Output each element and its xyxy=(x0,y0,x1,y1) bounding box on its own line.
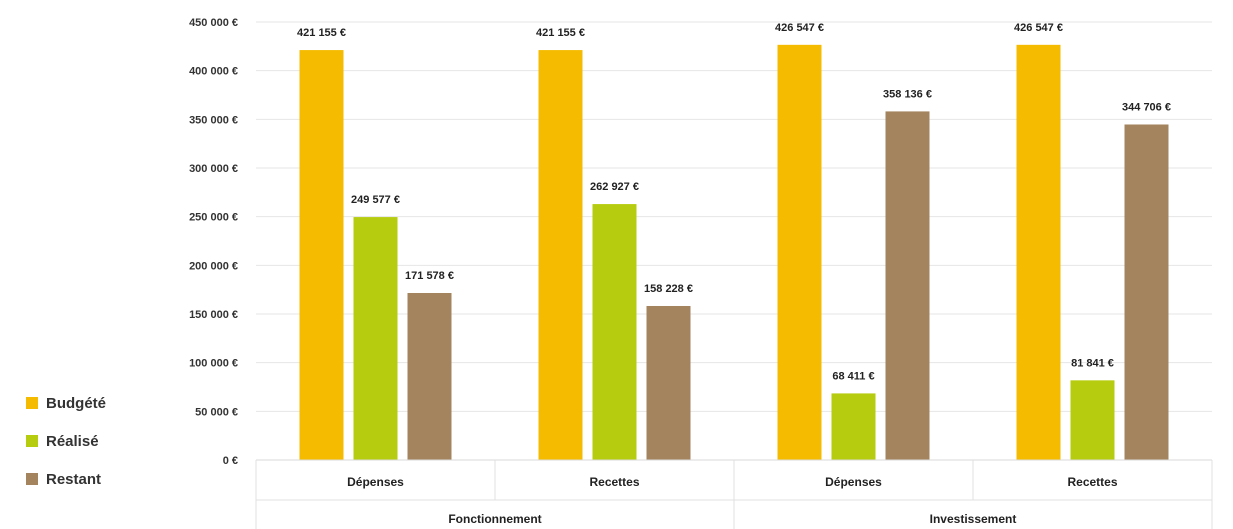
x-tick-label: Recettes xyxy=(1067,475,1117,489)
x-group-label: Investissement xyxy=(930,512,1017,526)
legend-swatch-realise xyxy=(26,435,38,447)
data-labels: 421 155 € 421 155 € 426 547 € 426 547 € 249 … xyxy=(297,22,1171,383)
data-label: 171 578 € xyxy=(405,270,454,282)
y-tick-label: 250 000 € xyxy=(189,212,238,224)
x-tick-label: Recettes xyxy=(589,475,639,489)
bar-budgete xyxy=(1016,44,1061,461)
legend-item-budgete: Budgété xyxy=(26,384,106,422)
bar-realise xyxy=(1070,380,1115,460)
bar-restant xyxy=(407,292,452,460)
legend-swatch-budgete xyxy=(26,397,38,409)
y-tick-label: 150 000 € xyxy=(189,309,238,321)
data-label: 249 577 € xyxy=(351,194,400,206)
legend-label: Réalisé xyxy=(46,432,99,450)
y-tick-label: 400 000 € xyxy=(189,66,238,78)
bar-restant xyxy=(1124,124,1169,461)
y-tick-label: 350 000 € xyxy=(189,114,238,126)
bar-restant xyxy=(646,305,691,460)
legend-label: Budgété xyxy=(46,394,106,412)
y-tick-label: 0 € xyxy=(223,455,238,467)
data-label: 262 927 € xyxy=(590,181,639,193)
bar-realise xyxy=(353,217,398,460)
data-label: 81 841 € xyxy=(1071,357,1114,369)
bar-budgete xyxy=(299,50,344,460)
legend-item-restant: Restant xyxy=(26,460,106,498)
y-tick-label: 450 000 € xyxy=(189,17,238,29)
y-axis: 0 € 50 000 € 100 000 € 150 000 € 200 000 € 25… xyxy=(189,17,238,467)
data-label: 426 547 € xyxy=(775,22,824,34)
y-tick-label: 50 000 € xyxy=(195,406,238,418)
data-label: 421 155 € xyxy=(536,27,585,39)
y-tick-label: 200 000 € xyxy=(189,260,238,272)
legend-item-realise: Réalisé xyxy=(26,422,106,460)
data-label: 344 706 € xyxy=(1122,101,1171,113)
data-label: 68 411 € xyxy=(832,370,874,382)
x-tick-label: Dépenses xyxy=(825,475,882,489)
bar-realise xyxy=(592,204,637,460)
y-tick-label: 100 000 € xyxy=(189,358,238,370)
y-tick-label: 300 000 € xyxy=(189,163,238,175)
data-label: 158 228 € xyxy=(644,283,693,295)
data-label: 358 136 € xyxy=(883,88,932,100)
data-label: 421 155 € xyxy=(297,27,346,39)
bar-realise xyxy=(831,393,876,460)
x-axis: Dépenses Recettes Dépenses Recettes Fonction… xyxy=(255,459,1213,529)
legend-swatch-restant xyxy=(26,473,38,485)
gridlines xyxy=(256,21,1212,412)
bar-restant xyxy=(885,111,930,460)
legend-label: Restant xyxy=(46,470,102,488)
data-label: 426 547 € xyxy=(1014,22,1063,34)
x-group-label: Fonctionnement xyxy=(448,512,541,526)
legend: Budgété Réalisé Restant xyxy=(26,384,106,498)
bars xyxy=(299,44,1169,461)
bar-budgete xyxy=(777,44,822,461)
x-tick-label: Dépenses xyxy=(347,475,404,489)
bar-budgete xyxy=(538,50,583,460)
